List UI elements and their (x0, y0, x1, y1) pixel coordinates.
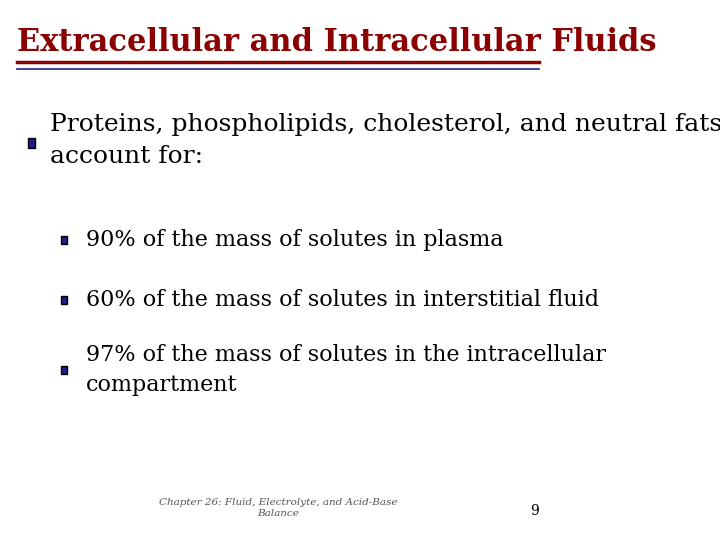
FancyBboxPatch shape (61, 296, 67, 303)
Text: Extracellular and Intracellular Fluids: Extracellular and Intracellular Fluids (17, 27, 656, 58)
Text: 97% of the mass of solutes in the intracellular
compartment: 97% of the mass of solutes in the intrac… (86, 343, 606, 396)
Text: 9: 9 (530, 504, 539, 518)
FancyBboxPatch shape (61, 236, 67, 244)
Text: 90% of the mass of solutes in plasma: 90% of the mass of solutes in plasma (86, 230, 503, 251)
Text: Proteins, phospholipids, cholesterol, and neutral fats
account for:: Proteins, phospholipids, cholesterol, an… (50, 113, 720, 168)
Text: 60% of the mass of solutes in interstitial fluid: 60% of the mass of solutes in interstiti… (86, 289, 599, 310)
Text: Chapter 26: Fluid, Electrolyte, and Acid-Base
Balance: Chapter 26: Fluid, Electrolyte, and Acid… (158, 497, 397, 518)
FancyBboxPatch shape (61, 366, 67, 374)
FancyBboxPatch shape (28, 138, 35, 148)
